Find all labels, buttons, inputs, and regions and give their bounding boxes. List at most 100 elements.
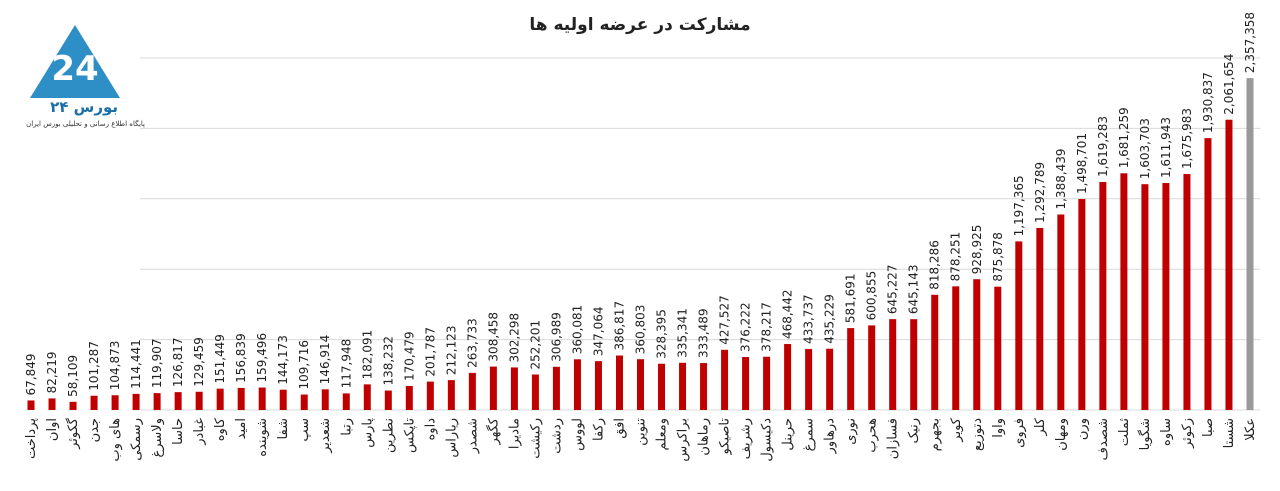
value-label: 302,298: [507, 313, 521, 363]
bar: [1141, 184, 1149, 410]
value-label: 360,803: [634, 305, 648, 355]
bar: [489, 366, 497, 410]
x-tick-label: فسازان: [886, 418, 901, 459]
bar: [1015, 241, 1023, 410]
logo: 24 بورس ۲۴ پایگاه اطلاع رسانی و تحلیلی ب…: [26, 25, 145, 128]
value-label: 144,173: [276, 335, 290, 385]
value-label: 252,201: [528, 320, 542, 370]
bar: [1120, 173, 1128, 410]
x-tick-label: کگهر: [485, 417, 501, 445]
value-label: 67,849: [24, 353, 38, 395]
bar: [658, 363, 666, 410]
bar: [153, 393, 161, 410]
value-label: 117,948: [339, 339, 353, 389]
x-tick-label: پارس: [360, 418, 375, 448]
value-label: 328,395: [655, 309, 669, 359]
bar: [216, 388, 224, 410]
x-tick-label: مادیرا: [507, 418, 522, 449]
x-tick-label: ریاراس: [444, 418, 459, 458]
bar: [615, 355, 623, 410]
x-tick-label: داوه: [423, 418, 438, 441]
bar: [300, 394, 308, 410]
bar: [69, 401, 77, 410]
bar: [952, 286, 960, 410]
x-tick-label: لووس: [570, 418, 585, 451]
value-label: 1,292,789: [1033, 162, 1047, 223]
bar: [1078, 198, 1086, 410]
value-label: 308,458: [486, 312, 500, 362]
value-label: 151,449: [213, 334, 227, 384]
bar: [111, 395, 119, 410]
value-label: 119,907: [150, 338, 164, 388]
bar: [910, 319, 918, 410]
bar: [48, 398, 56, 410]
value-label: 1,619,283: [1096, 116, 1110, 177]
x-tick-label: گکوثر: [65, 417, 81, 450]
chart-title: مشارکت در عرضه اولیه ها: [529, 15, 750, 35]
x-tick-label: زکوثر: [1180, 418, 1195, 449]
x-tick-label: سمرغ: [802, 418, 817, 451]
value-label: 333,489: [697, 308, 711, 358]
x-tick-label: افق: [612, 418, 627, 439]
value-label: 581,691: [844, 273, 858, 323]
x-tick-label: عکلا: [1243, 418, 1258, 441]
value-label: 1,930,837: [1201, 72, 1215, 133]
x-tick-label: ورن: [1075, 418, 1090, 440]
x-tick-label: کاوه: [213, 417, 228, 441]
bar: [700, 363, 708, 410]
value-label: 2,061,654: [1222, 54, 1236, 115]
x-tick-label: کویر: [949, 417, 964, 443]
value-label: 101,287: [87, 341, 101, 391]
value-label: 114,441: [129, 339, 143, 389]
x-tick-label: کلر: [1033, 417, 1048, 436]
x-tick-label: دتوزیع: [970, 418, 985, 451]
value-label: 170,479: [402, 331, 416, 381]
value-label: 126,817: [171, 338, 185, 388]
x-tick-label: سپ: [297, 418, 312, 442]
value-label: 212,123: [444, 326, 458, 376]
value-label: 1,681,259: [1117, 107, 1131, 168]
x-tick-label: صبا: [1201, 418, 1216, 437]
x-tick-label: نوری: [844, 418, 859, 445]
bar: [321, 389, 329, 410]
bar: [342, 393, 350, 410]
x-tick-label: حاسا: [171, 418, 186, 445]
value-label: 376,222: [739, 302, 753, 352]
value-label: 600,855: [865, 271, 879, 321]
value-label: 468,442: [781, 289, 795, 339]
bar: [994, 286, 1002, 410]
bar: [90, 395, 98, 410]
x-tick-label: فروی: [1012, 418, 1027, 448]
bar: [868, 325, 876, 410]
bar: [721, 349, 729, 410]
x-tick-label: رکفا: [591, 418, 606, 441]
bar: [679, 362, 687, 410]
x-tick-label: واوا: [991, 418, 1006, 438]
bar: [405, 385, 413, 410]
x-tick-label: رکیشت: [528, 418, 543, 459]
x-tick-label: شصدف: [1096, 418, 1111, 460]
value-label: 433,737: [802, 294, 816, 344]
bar: [847, 328, 855, 410]
value-label: 2,357,358: [1243, 12, 1257, 73]
value-label: 1,611,943: [1159, 117, 1173, 178]
x-tick-label: امید: [234, 418, 249, 439]
value-label: 1,603,703: [1138, 118, 1152, 179]
x-tick-label: اوان: [45, 418, 60, 441]
value-label: 263,733: [465, 318, 479, 368]
bar: [132, 393, 140, 410]
bar: [1225, 119, 1233, 410]
bar: [1204, 138, 1212, 410]
bar: [742, 357, 750, 410]
value-label: 201,787: [423, 327, 437, 377]
value-label: 1,197,365: [1012, 175, 1026, 236]
x-tick-label: ثملت: [1117, 418, 1132, 447]
value-label: 645,143: [907, 265, 921, 315]
bar: [174, 392, 182, 410]
value-label: 156,839: [234, 333, 248, 383]
x-tick-label: رشریف: [739, 418, 754, 459]
x-tick-label: بجهرم: [928, 418, 943, 451]
value-label: 360,081: [570, 305, 584, 355]
logo-digits: 24: [51, 49, 98, 89]
x-tick-label: شستا: [1222, 418, 1237, 448]
